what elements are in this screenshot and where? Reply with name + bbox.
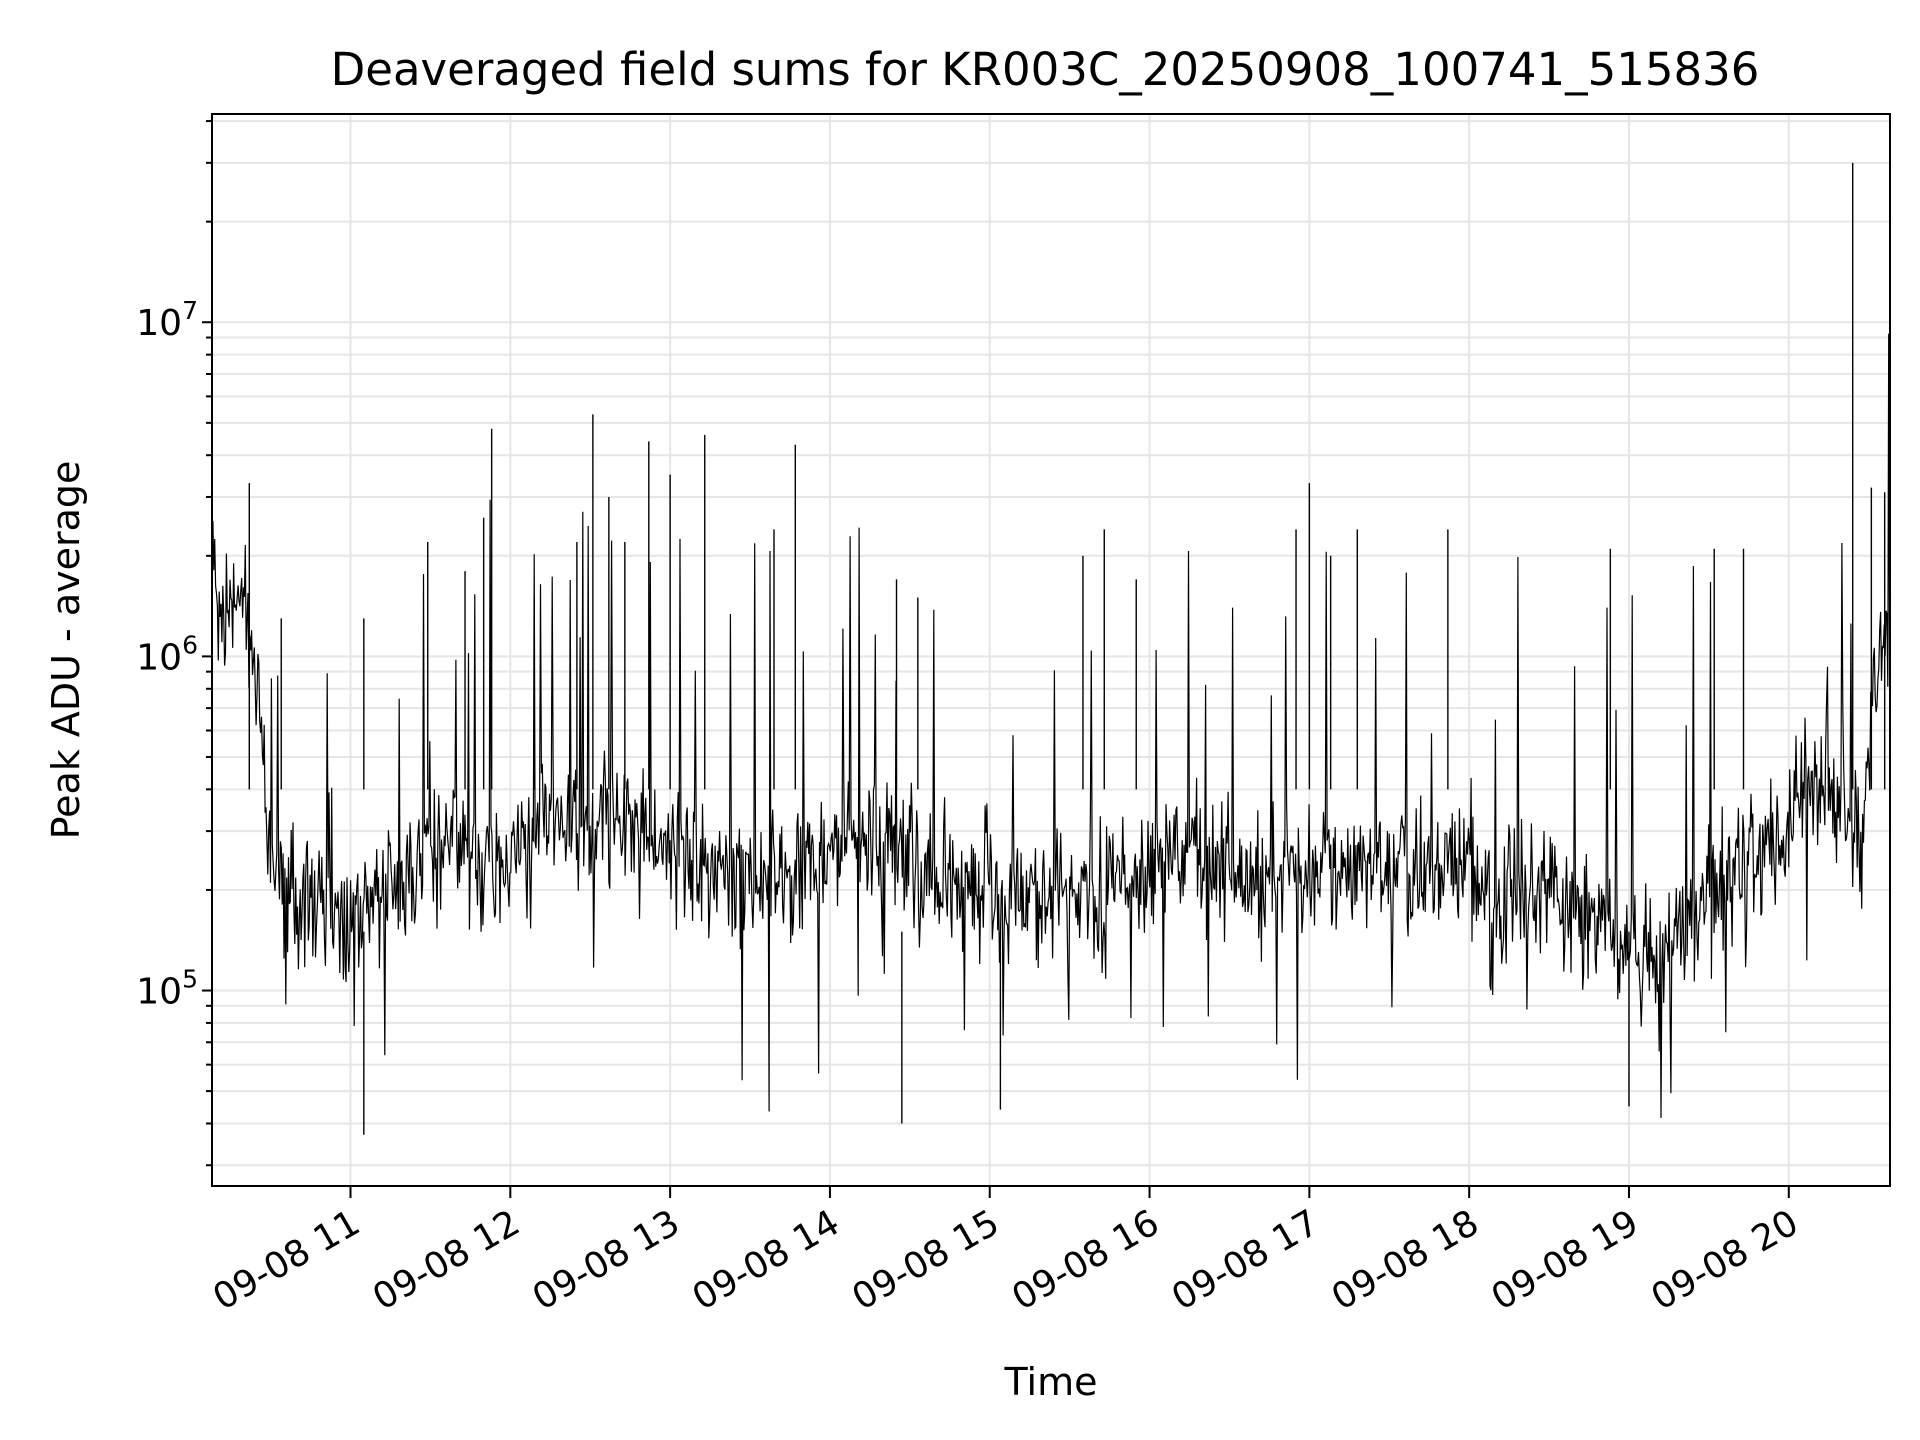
- x-tick-label: 09-08 16: [1005, 1202, 1166, 1318]
- y-tick-base: 10: [136, 303, 182, 344]
- x-tick-label: 09-08 15: [846, 1202, 1007, 1318]
- x-tick-label: 09-08 11: [206, 1202, 367, 1318]
- x-tick-label: 09-08 17: [1165, 1202, 1326, 1318]
- x-tick-label: 09-08 13: [526, 1202, 687, 1318]
- y-axis-label: Peak ADU - average: [44, 461, 88, 840]
- y-tick-base: 10: [136, 637, 182, 678]
- series-line: [212, 333, 1890, 1118]
- y-tick-exponent: 7: [182, 296, 198, 325]
- series: [212, 162, 1890, 1135]
- y-tick-label: 106: [136, 630, 198, 678]
- x-tick-label: 09-08 20: [1645, 1202, 1806, 1318]
- x-tick-label: 09-08 14: [686, 1202, 847, 1318]
- x-tick-label: 09-08 12: [366, 1202, 527, 1318]
- y-tick-label: 105: [136, 965, 198, 1013]
- plot-frame: [211, 113, 1891, 1187]
- y-tick-label: 107: [136, 296, 198, 344]
- chart-title: Deaveraged field sums for KR003C_2025090…: [331, 43, 1760, 96]
- x-tick-label: 09-08 19: [1485, 1202, 1646, 1318]
- x-axis-label: Time: [1004, 1360, 1098, 1404]
- x-tick-label: 09-08 18: [1325, 1202, 1486, 1318]
- y-tick-exponent: 6: [182, 630, 198, 659]
- y-tick-base: 10: [136, 972, 182, 1013]
- grid: [212, 114, 1890, 1186]
- y-tick-exponent: 5: [182, 965, 198, 994]
